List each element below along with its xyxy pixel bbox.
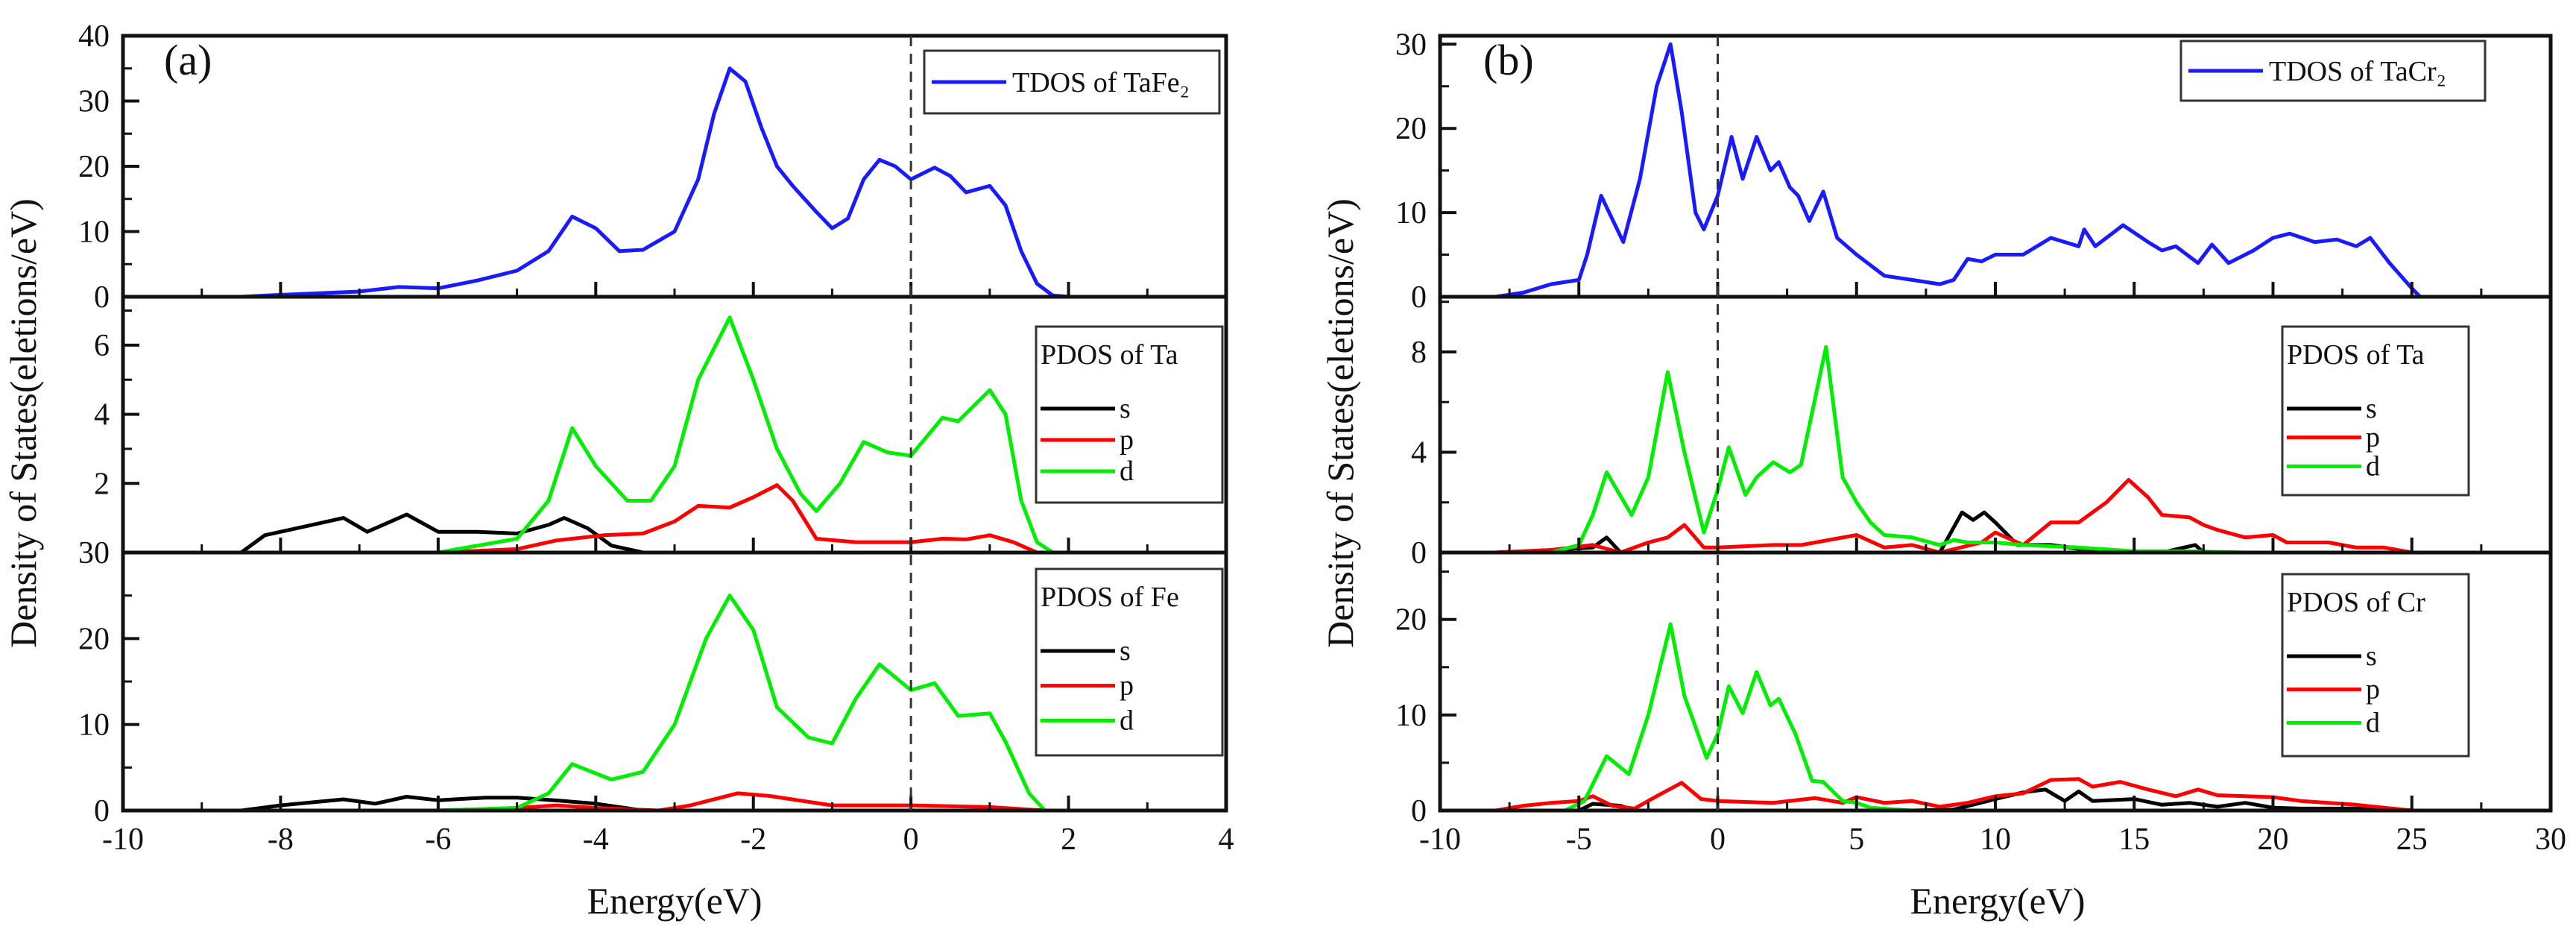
x-tick-label: -2 bbox=[740, 822, 766, 857]
legend-entry: p bbox=[1120, 670, 1134, 702]
x-tick-label: 10 bbox=[1980, 822, 2011, 857]
legend-entry: p bbox=[1120, 424, 1134, 456]
y-tick-label: 6 bbox=[94, 329, 110, 363]
y-tick-label: 10 bbox=[78, 708, 110, 743]
y-tick-label: 0 bbox=[1411, 794, 1427, 828]
x-tick-label: 4 bbox=[1219, 822, 1234, 857]
legend-entry: d bbox=[1120, 705, 1134, 736]
x-tick-label: -10 bbox=[1419, 822, 1461, 857]
series-line-p bbox=[123, 791, 1195, 811]
legend-entry: d bbox=[2366, 707, 2380, 738]
x-tick-label: 30 bbox=[2535, 822, 2566, 857]
y-tick-label: 10 bbox=[1395, 699, 1427, 733]
x-tick-label: -10 bbox=[102, 822, 144, 857]
legend-box: TDOS of TaCr₂ bbox=[2179, 40, 2487, 102]
legend-title: PDOS of Ta bbox=[2287, 339, 2425, 371]
x-tick-label: 0 bbox=[903, 822, 919, 857]
series-line-d bbox=[1440, 622, 2481, 811]
legend-entry: p bbox=[2366, 674, 2380, 705]
legend-title: PDOS of Ta bbox=[1041, 339, 1178, 371]
legend-entry: TDOS of TaFe₂ bbox=[1012, 67, 1190, 98]
legend-frame bbox=[1035, 567, 1224, 757]
y-tick-label: 10 bbox=[78, 215, 110, 250]
y-tick-label: 20 bbox=[1395, 112, 1427, 146]
x-tick-label: 20 bbox=[2258, 822, 2289, 857]
legend-entry: s bbox=[2366, 641, 2377, 672]
series-line-tdos-of-tacr- bbox=[1440, 42, 2481, 297]
y-axis-title: Density of States(eletions/eV) bbox=[1319, 198, 1361, 648]
y-tick-label: 30 bbox=[1395, 28, 1427, 62]
y-tick-label: 8 bbox=[1411, 336, 1427, 370]
y-tick-label: 30 bbox=[78, 536, 110, 570]
series-line-p bbox=[1440, 478, 2481, 553]
x-tick-label: 25 bbox=[2396, 822, 2428, 857]
legend-box: PDOS of Fe spd bbox=[1035, 567, 1224, 757]
series-line-d bbox=[1440, 344, 2481, 553]
series-line-s bbox=[1440, 787, 2481, 811]
y-tick-label: 30 bbox=[78, 85, 110, 119]
y-tick-label: 0 bbox=[94, 280, 110, 315]
legend-box: TDOS of TaFe₂ bbox=[923, 49, 1221, 115]
y-tick-label: 0 bbox=[1411, 280, 1427, 315]
series-line-d bbox=[123, 594, 1195, 811]
x-tick-label: -6 bbox=[425, 822, 451, 857]
legend-entry: d bbox=[1120, 456, 1134, 487]
y-tick-label: 20 bbox=[1395, 603, 1427, 638]
legend-box: PDOS of Ta spd bbox=[1035, 325, 1224, 504]
x-axis-title: Energy(eV) bbox=[587, 880, 762, 922]
y-tick-label: 20 bbox=[78, 622, 110, 656]
x-tick-label: -5 bbox=[1566, 822, 1592, 857]
legend-title: PDOS of Cr bbox=[2287, 587, 2425, 618]
legend-title: PDOS of Fe bbox=[1041, 582, 1179, 613]
y-tick-label: 40 bbox=[78, 19, 110, 54]
y-tick-label: 2 bbox=[94, 467, 110, 501]
legend-entry: s bbox=[1120, 393, 1131, 424]
series-line-p bbox=[1440, 777, 2481, 811]
series-line-tdos-of-tafe- bbox=[123, 66, 1195, 297]
panel-label: (b) bbox=[1483, 36, 1534, 84]
x-tick-label: 0 bbox=[1710, 822, 1726, 857]
legend-frame bbox=[1035, 325, 1224, 504]
plot-frame bbox=[1438, 34, 2553, 813]
legend-entry: TDOS of TaCr₂ bbox=[2269, 56, 2446, 87]
legend-frame bbox=[2281, 573, 2470, 758]
y-tick-label: 10 bbox=[1395, 196, 1427, 230]
x-tick-label: 2 bbox=[1061, 822, 1076, 857]
plot-frame bbox=[121, 34, 1228, 813]
x-tick-label: -4 bbox=[583, 822, 609, 857]
legend-entry: s bbox=[2366, 393, 2377, 424]
x-tick-label: 15 bbox=[2118, 822, 2150, 857]
x-axis-title: Energy(eV) bbox=[1910, 880, 2085, 922]
y-tick-label: 20 bbox=[78, 150, 110, 184]
x-tick-label: -8 bbox=[268, 822, 294, 857]
y-tick-label: 0 bbox=[94, 794, 110, 828]
legend-entry: s bbox=[1120, 635, 1131, 667]
legend-box: PDOS of Ta spd bbox=[2281, 325, 2470, 497]
y-tick-label: 4 bbox=[94, 398, 110, 432]
y-tick-label: 4 bbox=[1411, 435, 1427, 470]
y-tick-label: 0 bbox=[1411, 536, 1427, 570]
legend-entry: p bbox=[2366, 422, 2380, 453]
series-line-p bbox=[123, 483, 1195, 553]
series-line-d bbox=[123, 315, 1195, 553]
panel-label: (a) bbox=[164, 36, 212, 84]
y-axis-title: Density of States(eletions/eV) bbox=[2, 198, 44, 648]
x-tick-label: 5 bbox=[1849, 822, 1864, 857]
legend-entry: d bbox=[2366, 450, 2380, 482]
legend-box: PDOS of Cr spd bbox=[2281, 573, 2470, 758]
